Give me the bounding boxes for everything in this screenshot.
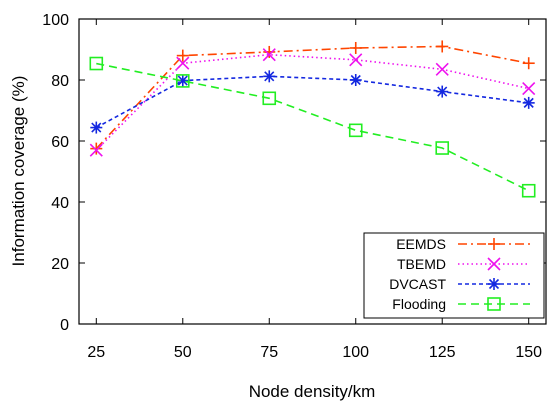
y-axis-label: Information coverage (%) bbox=[9, 76, 28, 267]
data-point bbox=[435, 62, 449, 76]
data-point bbox=[521, 183, 536, 198]
data-point bbox=[90, 142, 103, 155]
data-point bbox=[262, 91, 277, 106]
series-tbemd bbox=[89, 48, 536, 157]
x-tick-label: 125 bbox=[429, 344, 456, 361]
series-line bbox=[95, 53, 529, 151]
data-point bbox=[348, 123, 363, 138]
x-tick-label: 75 bbox=[260, 344, 278, 361]
data-point bbox=[349, 74, 362, 86]
data-point bbox=[176, 56, 190, 70]
data-point bbox=[89, 56, 104, 71]
x-tick-label: 25 bbox=[87, 344, 105, 361]
data-point bbox=[175, 74, 190, 88]
data-point bbox=[522, 57, 535, 70]
y-tick-label: 60 bbox=[51, 134, 69, 151]
data-point bbox=[522, 81, 536, 96]
series-dvcast bbox=[90, 70, 535, 134]
legend-marker bbox=[487, 297, 501, 311]
series-line bbox=[95, 75, 529, 129]
series-line bbox=[95, 45, 529, 150]
y-tick-label: 20 bbox=[51, 256, 69, 273]
data-point bbox=[435, 141, 450, 155]
x-axis-label: Node density/km bbox=[249, 382, 376, 401]
data-point bbox=[349, 53, 363, 67]
y-tick-label: 0 bbox=[60, 317, 69, 334]
data-point bbox=[262, 48, 276, 62]
plot-frame bbox=[78, 18, 547, 325]
x-tick-label: 50 bbox=[174, 344, 192, 361]
legend-marker bbox=[488, 238, 500, 250]
legend-label: Flooding bbox=[392, 296, 446, 312]
series-layer bbox=[89, 40, 536, 198]
legend: EEMDS TBEMD DVCAST Flooding bbox=[363, 232, 545, 319]
y-tick-label: 100 bbox=[42, 12, 69, 29]
data-point bbox=[436, 85, 449, 98]
legend-label: DVCAST bbox=[389, 276, 446, 292]
data-point bbox=[436, 40, 449, 53]
series-eemds bbox=[90, 40, 535, 155]
y-tick-label: 80 bbox=[51, 73, 69, 90]
data-point bbox=[522, 96, 535, 109]
data-point bbox=[263, 70, 276, 83]
data-point bbox=[176, 49, 189, 62]
y-tick-label: 40 bbox=[51, 195, 69, 212]
legend-label: EEMDS bbox=[396, 236, 446, 252]
data-point bbox=[90, 121, 103, 134]
legend-marker bbox=[487, 257, 501, 271]
axis-ticks: 0 20 40 60 80 100 25 50 75 100 125 150 bbox=[42, 12, 546, 361]
data-point bbox=[89, 143, 103, 157]
series-flooding bbox=[89, 56, 536, 198]
legend-marker bbox=[488, 278, 500, 290]
x-tick-label: 150 bbox=[515, 344, 542, 361]
data-point bbox=[349, 41, 362, 54]
legend-label: TBEMD bbox=[397, 256, 446, 272]
data-point bbox=[263, 45, 276, 58]
series-line bbox=[96, 62, 530, 192]
x-tick-label: 100 bbox=[342, 344, 369, 361]
